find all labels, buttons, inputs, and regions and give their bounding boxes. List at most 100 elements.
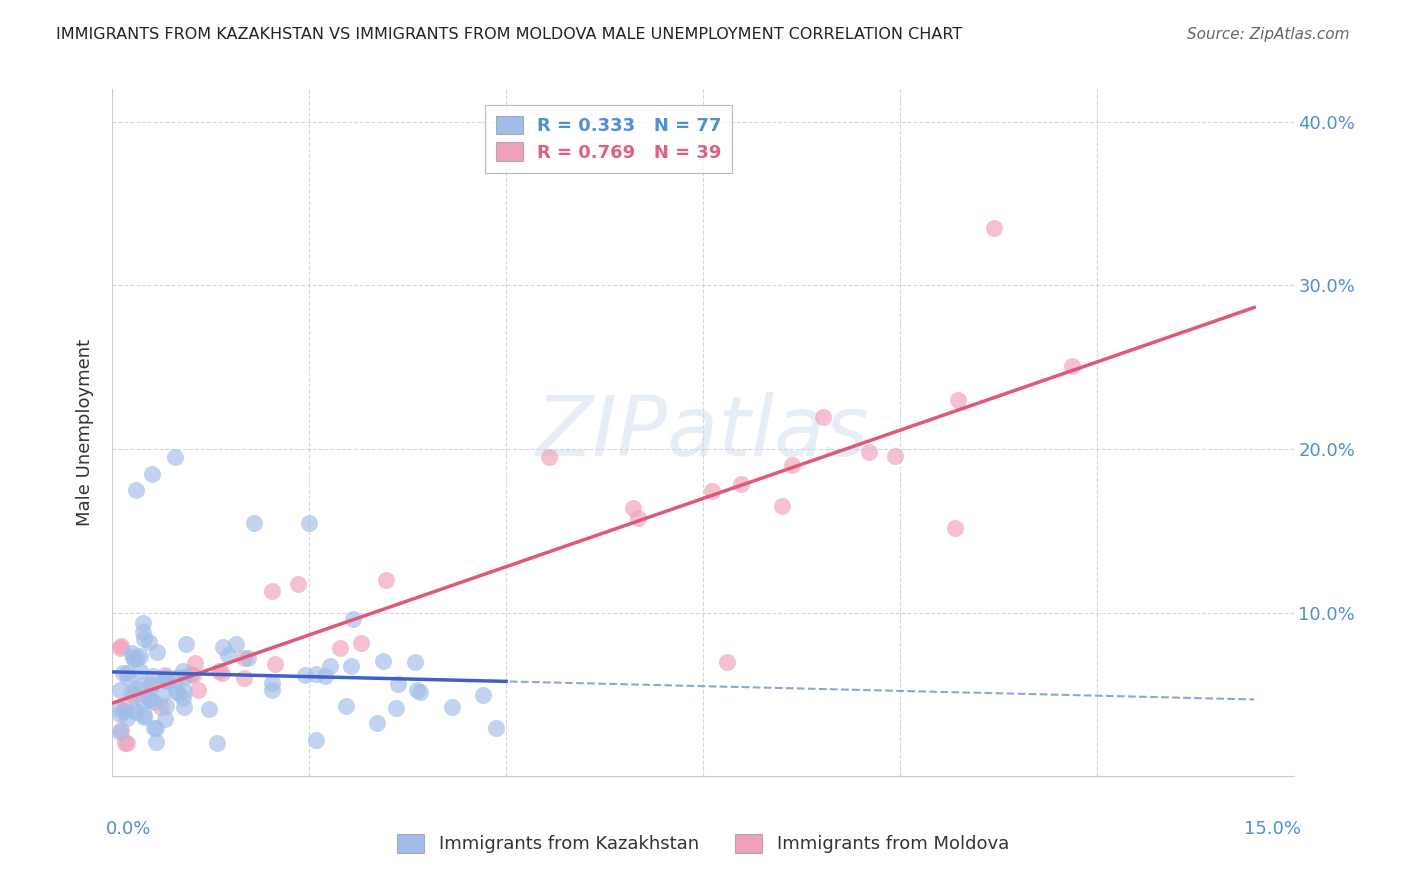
Point <box>134 632 156 647</box>
Point <box>335 699 357 714</box>
Point <box>132 707 155 722</box>
Point <box>138 635 160 649</box>
Point <box>115 736 138 750</box>
Y-axis label: Male Unemployment: Male Unemployment <box>76 339 94 526</box>
Point <box>211 666 233 681</box>
Point <box>198 702 221 716</box>
Point <box>139 679 162 693</box>
Point <box>366 715 388 730</box>
Text: ZIPatlas: ZIPatlas <box>536 392 870 473</box>
Point <box>167 670 190 684</box>
Point <box>349 636 371 650</box>
Point <box>208 664 231 678</box>
Point <box>152 686 174 700</box>
Point <box>730 477 752 491</box>
Point <box>132 693 155 707</box>
Point <box>167 686 190 700</box>
Point <box>1060 359 1083 373</box>
Point <box>232 671 254 685</box>
Point <box>142 669 165 683</box>
Point <box>112 704 135 718</box>
Point <box>374 573 396 587</box>
Point <box>173 683 195 698</box>
Point <box>627 511 650 525</box>
Point <box>485 721 508 735</box>
Point <box>702 483 724 498</box>
Point <box>143 696 166 710</box>
Point <box>770 499 793 513</box>
Point <box>115 711 138 725</box>
Point <box>145 735 167 749</box>
Point <box>149 700 172 714</box>
Point <box>110 723 132 737</box>
Point <box>371 654 394 668</box>
Point <box>187 682 209 697</box>
Point <box>132 615 155 630</box>
Point <box>110 702 132 716</box>
Point <box>406 683 429 698</box>
Point <box>212 640 235 654</box>
Point <box>181 667 204 681</box>
Text: 0.0%: 0.0% <box>105 820 150 838</box>
Point <box>342 611 364 625</box>
Point <box>143 721 166 735</box>
Text: 15.0%: 15.0% <box>1243 820 1301 838</box>
Point <box>811 409 834 424</box>
Point <box>114 736 136 750</box>
Point <box>385 701 408 715</box>
Point <box>472 688 495 702</box>
Point <box>716 655 738 669</box>
Point <box>184 657 207 671</box>
Point <box>132 710 155 724</box>
Point <box>298 516 321 530</box>
Point <box>180 667 202 681</box>
Text: IMMIGRANTS FROM KAZAKHSTAN VS IMMIGRANTS FROM MOLDOVA MALE UNEMPLOYMENT CORRELAT: IMMIGRANTS FROM KAZAKHSTAN VS IMMIGRANTS… <box>56 27 963 42</box>
Point <box>112 665 135 680</box>
Point <box>173 700 195 714</box>
Point <box>340 659 363 673</box>
Point <box>173 670 195 684</box>
Point <box>176 637 198 651</box>
Point <box>114 700 136 714</box>
Point <box>404 655 426 669</box>
Point <box>153 712 176 726</box>
Point <box>217 648 239 662</box>
Point <box>132 624 155 639</box>
Point <box>943 521 966 535</box>
Point <box>294 668 316 682</box>
Point <box>780 458 803 472</box>
Point <box>141 467 163 481</box>
Point <box>260 683 283 698</box>
Point <box>141 676 163 690</box>
Point <box>305 733 328 747</box>
Point <box>946 392 969 407</box>
Point <box>155 698 177 713</box>
Point <box>858 445 880 459</box>
Point <box>117 671 139 685</box>
Point <box>110 640 132 655</box>
Point <box>129 664 152 678</box>
Point <box>621 500 644 515</box>
Point <box>129 649 152 664</box>
Point <box>131 678 153 692</box>
Point <box>121 646 143 660</box>
Point <box>264 657 287 672</box>
Point <box>156 673 179 688</box>
Point <box>172 690 194 705</box>
Point <box>122 649 145 664</box>
Point <box>260 583 283 598</box>
Point <box>260 676 283 690</box>
Point <box>122 688 145 702</box>
Point <box>233 650 256 665</box>
Point <box>205 736 228 750</box>
Point <box>110 639 132 653</box>
Point <box>983 221 1005 235</box>
Point <box>145 645 167 659</box>
Point <box>387 677 409 691</box>
Point <box>883 449 905 463</box>
Point <box>115 666 138 681</box>
Point <box>124 681 146 695</box>
Point <box>329 641 352 656</box>
Point <box>110 683 132 698</box>
Point <box>138 691 160 706</box>
